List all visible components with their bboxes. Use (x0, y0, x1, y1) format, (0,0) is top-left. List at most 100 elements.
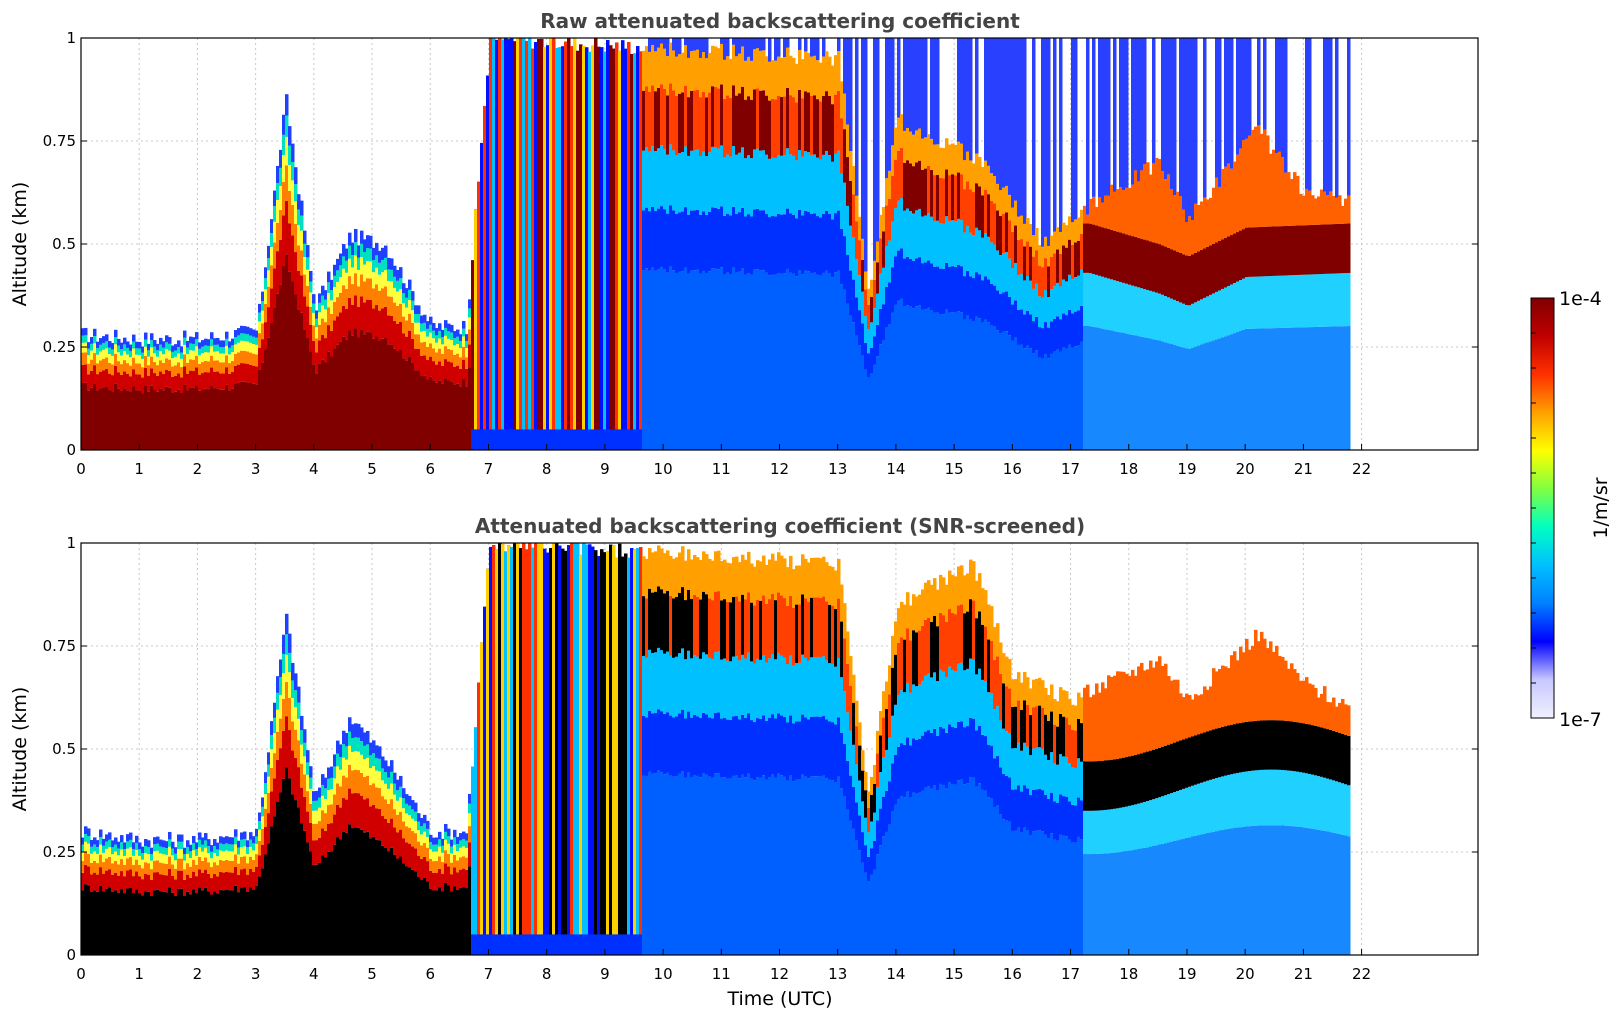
heatmap-cell (180, 848, 184, 859)
heatmap-column (1176, 679, 1180, 955)
heatmap-cell (462, 379, 466, 450)
heatmap-cell (723, 717, 727, 778)
heatmap-cell (1317, 224, 1321, 275)
heatmap-cell (753, 49, 757, 90)
heatmap-cell (546, 552, 550, 935)
heatmap-cell (1122, 671, 1126, 758)
heatmap-cell (1101, 760, 1105, 811)
heatmap-cell (1179, 195, 1183, 253)
heatmap-cell (1161, 171, 1165, 246)
heatmap-column (1077, 692, 1081, 955)
heatmap-cell (618, 50, 622, 430)
heatmap-cell (159, 891, 163, 955)
heatmap-cell (1179, 302, 1183, 347)
heatmap-column (669, 42, 673, 450)
heatmap-cell (1236, 660, 1240, 724)
heatmap-cell (957, 311, 961, 450)
heatmap-cell (468, 329, 472, 345)
heatmap-cell (357, 286, 361, 307)
heatmap-column (750, 38, 754, 450)
heatmap-cell (1203, 686, 1207, 733)
heatmap-cell (1104, 329, 1108, 450)
heatmap-column (144, 332, 148, 450)
heatmap-cell (465, 869, 469, 889)
heatmap-cell (465, 341, 469, 349)
heatmap-cell (132, 357, 136, 370)
heatmap-column (285, 94, 289, 450)
heatmap-cell (81, 844, 85, 852)
heatmap-cell (294, 184, 298, 202)
heatmap-cell (1002, 819, 1006, 955)
heatmap-cell (909, 640, 913, 693)
heatmap-cell (660, 772, 664, 955)
heatmap-cell (996, 183, 1000, 211)
heatmap-column (432, 837, 436, 955)
heatmap-cell (150, 860, 154, 870)
heatmap-cell (120, 364, 124, 375)
heatmap-cell (1245, 826, 1249, 955)
panel-raw-ticks: 0 1 2 3 4 5 6 7 8 9 10 11 12 13 14 15 16 17 18 19 20 21 2200.2… (43, 29, 1478, 478)
heatmap-cell (174, 356, 178, 366)
heatmap-cell (828, 779, 832, 955)
heatmap-column (498, 543, 502, 955)
heatmap-column (570, 46, 574, 450)
heatmap-cell (1035, 706, 1039, 748)
heatmap-cell (810, 597, 814, 658)
heatmap-cell (981, 588, 985, 625)
heatmap-cell (753, 209, 757, 270)
heatmap-cell (450, 846, 454, 854)
heatmap-cell (198, 390, 202, 450)
heatmap-cell (1056, 316, 1060, 350)
heatmap-cell (129, 857, 133, 870)
heatmap-cell (90, 370, 94, 388)
heatmap-cell (651, 592, 655, 654)
heatmap-cell (1239, 280, 1243, 332)
heatmap-cell (330, 313, 334, 331)
heatmap-cell (870, 373, 874, 450)
heatmap-column (867, 288, 871, 450)
heatmap-cell (1260, 720, 1264, 770)
heatmap-cell (114, 872, 118, 891)
heatmap-cell (705, 594, 709, 655)
heatmap-cell (1083, 272, 1087, 326)
heatmap-cell (141, 367, 145, 378)
heatmap-cell (120, 390, 124, 450)
heatmap-cell (786, 567, 790, 606)
heatmap-cell (873, 364, 877, 450)
heatmap-cell (774, 38, 778, 61)
heatmap-column (1125, 38, 1129, 450)
heatmap-cell (1245, 277, 1249, 329)
heatmap-cell (726, 778, 730, 955)
heatmap-cell (786, 148, 790, 209)
heatmap-cell (390, 799, 394, 819)
heatmap-cell (84, 364, 88, 383)
heatmap-column (234, 829, 238, 955)
heatmap-cell (99, 867, 103, 886)
heatmap-cell (774, 560, 778, 601)
heatmap-cell (363, 745, 367, 760)
heatmap-cell (1020, 832, 1024, 955)
heatmap-column (1260, 133, 1264, 450)
heatmap-cell (366, 299, 370, 332)
heatmap-cell (288, 730, 292, 779)
heatmap-column (690, 559, 694, 955)
heatmap-column (681, 52, 685, 450)
heatmap-cell (1203, 833, 1207, 955)
heatmap-cell (225, 850, 229, 860)
heatmap-cell (915, 38, 919, 131)
heatmap-cell (1107, 329, 1111, 450)
heatmap-cell (852, 279, 856, 323)
heatmap-cell (240, 832, 244, 840)
heatmap-cell (1263, 638, 1267, 721)
heatmap-cell (774, 777, 778, 955)
heatmap-cell (243, 846, 247, 857)
heatmap-column (507, 545, 511, 955)
heatmap-cell (204, 833, 208, 841)
heatmap-cell (594, 550, 598, 935)
heatmap-cell (837, 717, 841, 777)
heatmap-cell (327, 271, 331, 283)
heatmap-column (1014, 679, 1018, 955)
heatmap-cell (852, 166, 856, 195)
heatmap-cell (426, 359, 430, 380)
heatmap-cell (1266, 135, 1270, 227)
